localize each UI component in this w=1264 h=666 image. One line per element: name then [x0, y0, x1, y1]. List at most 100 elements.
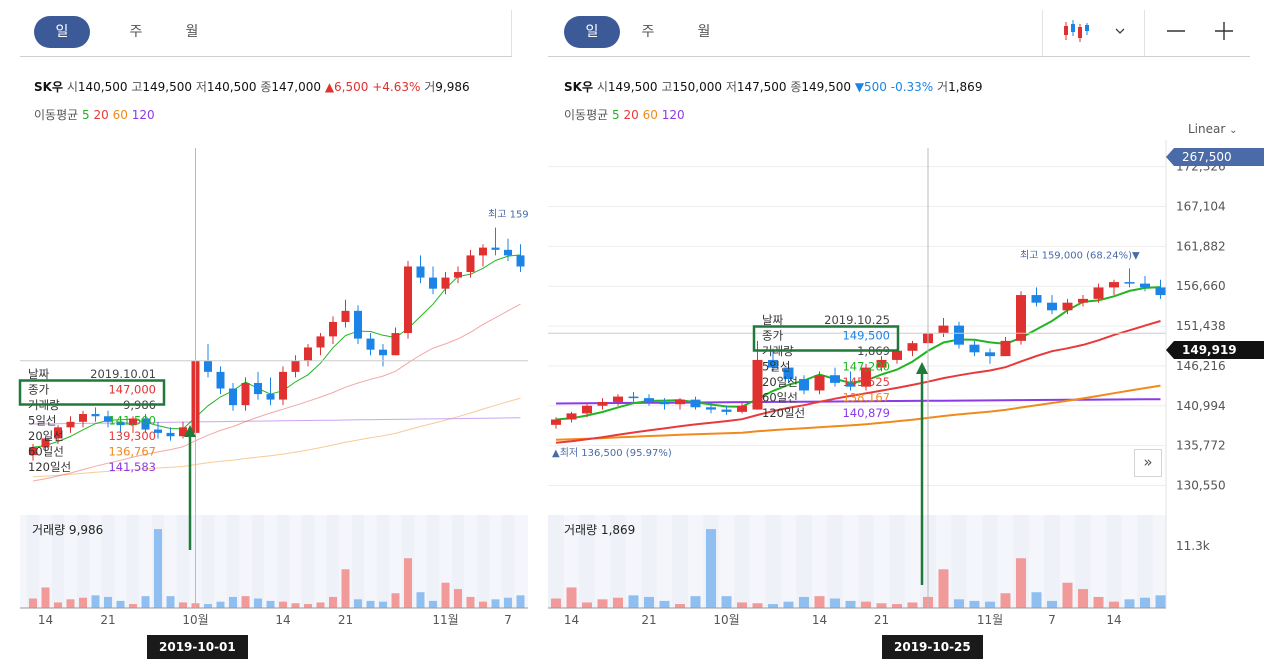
- volume-bar: [504, 597, 512, 608]
- candle-body: [291, 360, 300, 372]
- candle-body: [799, 379, 809, 391]
- volume-bar: [116, 600, 125, 608]
- toolbar-divider: [1042, 10, 1043, 56]
- zoom-out-icon[interactable]: [1166, 21, 1186, 41]
- candle-body: [241, 382, 250, 406]
- volume-column-shade: [376, 515, 390, 608]
- volume-bar: [441, 582, 450, 608]
- x-tick-label: 7: [504, 613, 512, 627]
- tooltip-value: 145,525: [842, 375, 890, 389]
- tooltip-label: 종가: [762, 329, 784, 343]
- open-label: 시: [596, 80, 608, 94]
- selected-date-label: 2019-10-01: [147, 635, 248, 659]
- volume-bar: [644, 596, 654, 608]
- candle-body: [379, 349, 387, 356]
- volume-bar: [79, 597, 87, 608]
- volume-column-shade: [501, 515, 515, 608]
- volume-bar: [291, 603, 300, 608]
- volume-bar: [1000, 593, 1011, 608]
- tooltip-label: 60일선: [762, 391, 798, 405]
- scale-mode-dropdown[interactable]: Linear ⌄: [1188, 122, 1238, 136]
- tooltip-value: 149,500: [842, 329, 890, 343]
- toolbar-divider: [1144, 10, 1145, 56]
- volume-bar: [379, 601, 387, 608]
- tab-day[interactable]: 일: [34, 16, 90, 48]
- tooltip-label: 20일선: [28, 429, 64, 443]
- volume-bar: [366, 600, 375, 608]
- candle-body: [1047, 302, 1057, 311]
- volume-area: [548, 515, 1166, 608]
- low-label: 저: [195, 80, 207, 94]
- quote-summary: SK우 시140,500 고149,500 저140,500 종147,000 …: [34, 78, 470, 95]
- candle-body: [597, 401, 608, 406]
- tab-week[interactable]: 주: [129, 24, 143, 40]
- tab-week[interactable]: 주: [641, 24, 655, 40]
- tooltip-label: 5일선: [762, 360, 790, 374]
- y-tick-label: 146,216: [1176, 359, 1226, 373]
- volume-bar: [354, 599, 362, 608]
- right-candle-chart[interactable]: 14 21 10월 14 21 11월 7 14 날짜 2019.10.25 종가 149,500 거래…: [548, 0, 1264, 666]
- expand-icon[interactable]: »: [1134, 449, 1162, 477]
- high-marker: 최고 159,000 (68.24%)▼: [1020, 249, 1140, 261]
- volume-bar: [721, 596, 732, 608]
- volume-bar: [1124, 599, 1135, 608]
- volume-column-shade: [548, 515, 564, 608]
- candle-body: [969, 344, 980, 353]
- volume-column-shade: [982, 515, 998, 608]
- volume-bar: [845, 600, 856, 608]
- volume-label: 거: [424, 80, 436, 94]
- candle-body: [659, 401, 670, 405]
- tab-month[interactable]: 월: [697, 24, 711, 40]
- tab-day[interactable]: 일: [564, 16, 620, 48]
- volume-bar: [91, 595, 100, 608]
- candle-body: [66, 421, 75, 428]
- volume-bar: [429, 600, 437, 608]
- volume-column-shade: [476, 515, 490, 608]
- candle-body: [516, 255, 525, 267]
- volume-bar: [706, 529, 716, 608]
- chevron-down-icon[interactable]: [1114, 26, 1126, 36]
- candlestick-type-icon[interactable]: [1062, 16, 1092, 46]
- volume-value: 9,986: [435, 80, 470, 94]
- volume-column-shade: [1044, 515, 1060, 608]
- zoom-in-icon[interactable]: [1214, 21, 1234, 41]
- candle-body: [1078, 298, 1088, 303]
- low-label: 저: [725, 80, 737, 94]
- candle-body: [1155, 287, 1166, 296]
- volume-bar: [690, 596, 701, 608]
- candle-body: [166, 432, 175, 437]
- candle-body: [104, 416, 112, 422]
- tooltip-value: 138,167: [842, 391, 890, 405]
- quote-summary: SK우 시149,500 고150,000 저147,500 종149,500 …: [564, 78, 982, 95]
- candle-body: [391, 333, 400, 356]
- selected-date-label: 2019-10-25: [882, 635, 983, 659]
- close-label: 종: [790, 80, 802, 94]
- high-label: 고: [131, 80, 143, 94]
- candle-body: [845, 382, 856, 387]
- volume-column-shade: [76, 515, 90, 608]
- volume-bar: [737, 602, 747, 608]
- volume-bar: [1078, 589, 1088, 608]
- open-value: 149,500: [607, 80, 658, 94]
- volume-bar: [861, 601, 871, 608]
- volume-column-shade: [26, 515, 40, 608]
- y-tick-label: 151,438: [1176, 319, 1226, 333]
- volume-column-shade: [51, 515, 65, 608]
- volume-bar: [938, 569, 949, 608]
- volume-bar: [659, 600, 670, 608]
- candle-body: [366, 338, 375, 350]
- volume-bar: [954, 599, 964, 608]
- candle-body: [491, 247, 500, 250]
- candle-body: [1124, 282, 1135, 284]
- ma120-line: [32, 417, 521, 425]
- volume-bar: [316, 602, 325, 608]
- candle-body: [79, 414, 87, 422]
- candle-body: [1062, 302, 1073, 311]
- candle-body: [768, 359, 778, 368]
- x-tick-label: 14: [1106, 613, 1121, 627]
- volume-column-shade: [1075, 515, 1091, 608]
- volume-bar: [1062, 582, 1073, 608]
- tab-month[interactable]: 월: [185, 24, 199, 40]
- volume-column-shade: [889, 515, 905, 608]
